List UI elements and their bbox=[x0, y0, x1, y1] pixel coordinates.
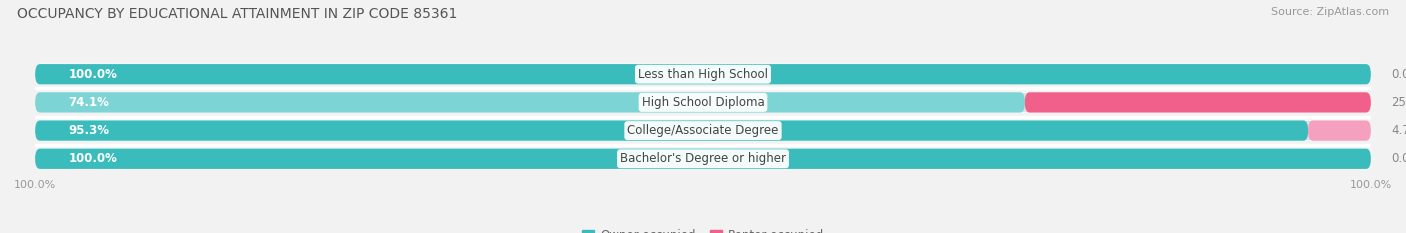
Text: 0.0%: 0.0% bbox=[1391, 152, 1406, 165]
FancyBboxPatch shape bbox=[35, 120, 1308, 141]
Text: Less than High School: Less than High School bbox=[638, 68, 768, 81]
FancyBboxPatch shape bbox=[35, 92, 1025, 113]
FancyBboxPatch shape bbox=[35, 149, 1371, 169]
Legend: Owner-occupied, Renter-occupied: Owner-occupied, Renter-occupied bbox=[578, 224, 828, 233]
Text: OCCUPANCY BY EDUCATIONAL ATTAINMENT IN ZIP CODE 85361: OCCUPANCY BY EDUCATIONAL ATTAINMENT IN Z… bbox=[17, 7, 457, 21]
Text: 4.7%: 4.7% bbox=[1391, 124, 1406, 137]
Text: High School Diploma: High School Diploma bbox=[641, 96, 765, 109]
FancyBboxPatch shape bbox=[35, 120, 1371, 141]
Text: 100.0%: 100.0% bbox=[69, 152, 118, 165]
Text: 100.0%: 100.0% bbox=[69, 68, 118, 81]
Text: 25.9%: 25.9% bbox=[1391, 96, 1406, 109]
FancyBboxPatch shape bbox=[35, 149, 1371, 169]
Text: 95.3%: 95.3% bbox=[69, 124, 110, 137]
FancyBboxPatch shape bbox=[1308, 120, 1371, 141]
FancyBboxPatch shape bbox=[1025, 92, 1371, 113]
Text: Source: ZipAtlas.com: Source: ZipAtlas.com bbox=[1271, 7, 1389, 17]
Text: College/Associate Degree: College/Associate Degree bbox=[627, 124, 779, 137]
FancyBboxPatch shape bbox=[35, 64, 1371, 84]
FancyBboxPatch shape bbox=[35, 64, 1371, 84]
FancyBboxPatch shape bbox=[35, 92, 1371, 113]
Text: 0.0%: 0.0% bbox=[1391, 68, 1406, 81]
Text: 74.1%: 74.1% bbox=[69, 96, 110, 109]
Text: Bachelor's Degree or higher: Bachelor's Degree or higher bbox=[620, 152, 786, 165]
